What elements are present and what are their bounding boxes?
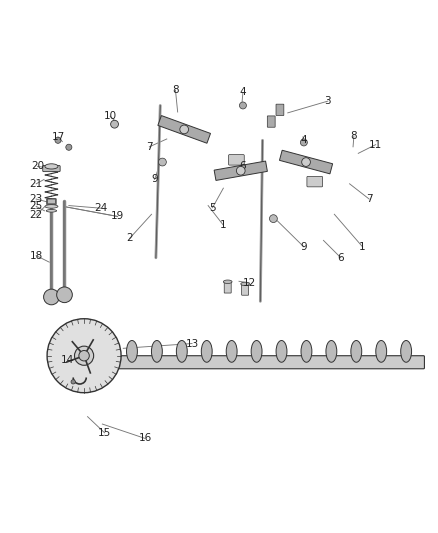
- Ellipse shape: [45, 164, 58, 169]
- Text: 10: 10: [104, 111, 117, 122]
- FancyBboxPatch shape: [47, 199, 55, 204]
- Text: 15: 15: [98, 428, 111, 438]
- Text: 4: 4: [240, 87, 246, 98]
- Text: 1: 1: [220, 220, 226, 230]
- Text: 6: 6: [338, 253, 344, 263]
- Circle shape: [79, 351, 89, 361]
- Text: 8: 8: [172, 85, 179, 95]
- Ellipse shape: [152, 341, 162, 362]
- Circle shape: [57, 287, 72, 303]
- FancyBboxPatch shape: [224, 281, 231, 293]
- FancyBboxPatch shape: [79, 356, 424, 369]
- Circle shape: [269, 215, 277, 223]
- Ellipse shape: [351, 341, 362, 362]
- Text: 8: 8: [350, 131, 357, 141]
- Circle shape: [240, 102, 247, 109]
- Ellipse shape: [376, 341, 387, 362]
- FancyBboxPatch shape: [242, 284, 249, 295]
- Ellipse shape: [45, 205, 58, 208]
- Ellipse shape: [326, 341, 337, 362]
- Text: 14: 14: [61, 355, 74, 365]
- Circle shape: [237, 166, 245, 175]
- Text: 7: 7: [146, 142, 153, 152]
- Circle shape: [71, 379, 75, 384]
- FancyBboxPatch shape: [307, 176, 322, 187]
- Text: 2: 2: [127, 233, 133, 243]
- Ellipse shape: [127, 341, 138, 362]
- Text: 25: 25: [30, 201, 43, 212]
- Circle shape: [159, 158, 166, 166]
- Text: 6: 6: [240, 161, 246, 172]
- Text: 3: 3: [325, 96, 331, 106]
- Text: 13: 13: [185, 338, 199, 349]
- FancyBboxPatch shape: [229, 155, 244, 165]
- Text: 18: 18: [30, 251, 43, 261]
- Ellipse shape: [241, 282, 250, 286]
- Ellipse shape: [251, 341, 262, 362]
- Circle shape: [300, 139, 307, 146]
- Text: 21: 21: [30, 179, 43, 189]
- Polygon shape: [214, 161, 267, 181]
- Text: 23: 23: [30, 194, 43, 204]
- Text: 12: 12: [243, 278, 256, 288]
- Text: 4: 4: [300, 135, 307, 146]
- Text: 16: 16: [138, 433, 152, 443]
- Ellipse shape: [46, 209, 57, 212]
- Ellipse shape: [401, 341, 412, 362]
- Text: 19: 19: [111, 212, 124, 221]
- Text: 11: 11: [369, 140, 382, 150]
- Text: 22: 22: [30, 210, 43, 220]
- Text: 9: 9: [151, 174, 158, 184]
- Text: 17: 17: [51, 132, 64, 142]
- Ellipse shape: [177, 341, 187, 362]
- Circle shape: [302, 158, 311, 166]
- Text: 20: 20: [31, 161, 44, 172]
- Circle shape: [55, 137, 61, 143]
- FancyBboxPatch shape: [267, 116, 275, 127]
- Circle shape: [74, 346, 94, 365]
- Ellipse shape: [276, 341, 287, 362]
- FancyBboxPatch shape: [43, 166, 60, 172]
- Polygon shape: [279, 150, 332, 174]
- Circle shape: [66, 144, 72, 150]
- Ellipse shape: [301, 341, 312, 362]
- Text: 5: 5: [209, 203, 216, 213]
- FancyBboxPatch shape: [47, 199, 56, 205]
- Circle shape: [180, 125, 188, 134]
- Circle shape: [44, 289, 59, 305]
- Circle shape: [47, 319, 121, 393]
- Text: 7: 7: [366, 194, 372, 204]
- Text: 9: 9: [300, 242, 307, 252]
- Ellipse shape: [223, 280, 232, 284]
- Ellipse shape: [201, 341, 212, 362]
- FancyBboxPatch shape: [276, 104, 284, 116]
- Ellipse shape: [226, 341, 237, 362]
- Text: 24: 24: [94, 203, 107, 213]
- Circle shape: [111, 120, 118, 128]
- Polygon shape: [158, 116, 211, 143]
- Text: 1: 1: [359, 242, 366, 252]
